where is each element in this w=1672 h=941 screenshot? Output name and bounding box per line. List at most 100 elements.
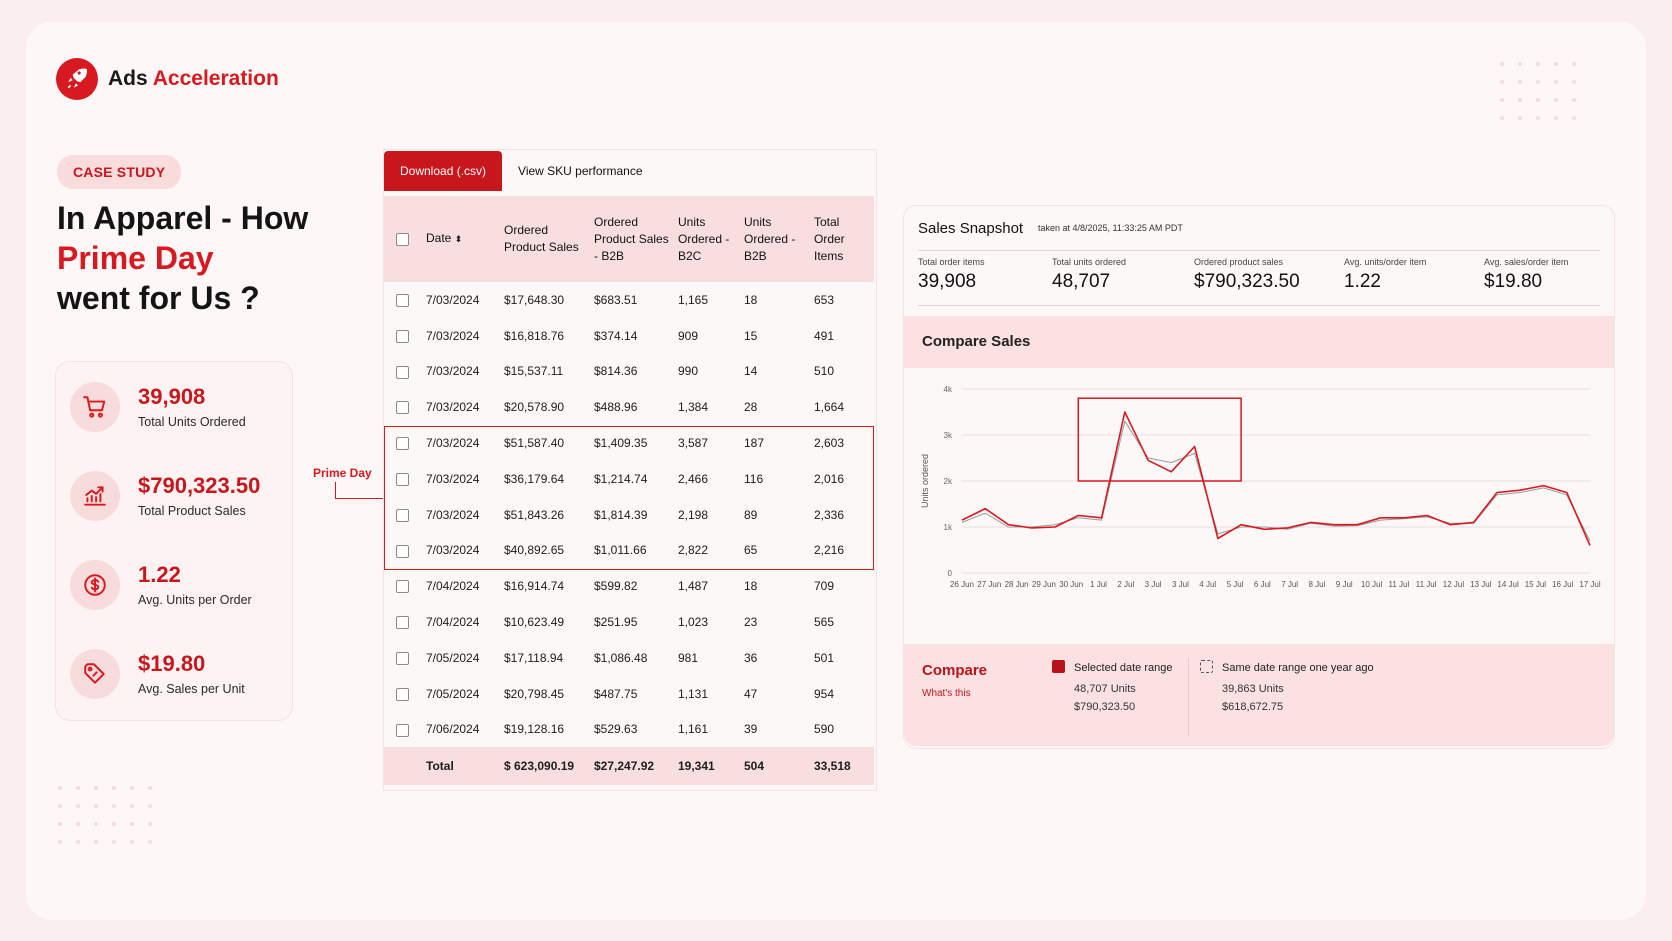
dollar-coin-icon bbox=[70, 560, 120, 610]
snapshot-metrics: Total order items 39,908 Total units orde… bbox=[918, 250, 1600, 306]
table-cell: 1,165 bbox=[678, 292, 709, 307]
x-tick-label: 15 Jul bbox=[1525, 580, 1547, 589]
table-cell: $1,214.74 bbox=[594, 471, 648, 486]
units-ordered-line-chart: 0 1k 2k 3k 4k Units ordered 26 Jun 27 Jun 28 Jun… bbox=[920, 385, 1601, 589]
total-cell: 504 bbox=[744, 759, 765, 774]
compare-legend-panel: Compare What's this Selected date range … bbox=[904, 644, 1614, 746]
prime-day-label: Prime Day bbox=[313, 466, 372, 480]
table-row[interactable]: 7/05/2024 $17,118.94 $1,086.48 981 36 501 bbox=[384, 640, 874, 676]
row-checkbox[interactable] bbox=[396, 294, 409, 308]
table-cell: 2,822 bbox=[678, 543, 709, 558]
table-row[interactable]: 7/05/2024 $20,798.45 $487.75 1,131 47 954 bbox=[384, 676, 874, 712]
x-tick-label: 3 Jul bbox=[1172, 580, 1189, 589]
table-cell: 7/05/2024 bbox=[426, 686, 480, 701]
table-row[interactable]: 7/04/2024 $16,914.74 $599.82 1,487 18 709 bbox=[384, 568, 874, 604]
prime-day-connector bbox=[335, 482, 385, 499]
y-tick-label: 1k bbox=[944, 523, 953, 532]
stat-label: Avg. Sales per Unit bbox=[138, 682, 245, 696]
row-checkbox[interactable] bbox=[396, 329, 409, 343]
x-tick-label: 3 Jul bbox=[1145, 580, 1162, 589]
series-line-selected bbox=[961, 411, 1591, 546]
download-csv-button[interactable]: Download (.csv) bbox=[384, 151, 503, 191]
row-checkbox[interactable] bbox=[396, 365, 409, 379]
x-tick-label: 11 Jul bbox=[1388, 580, 1409, 589]
table-cell: 2,216 bbox=[814, 543, 845, 558]
table-cell: 7/03/2024 bbox=[426, 364, 480, 379]
table-cell: 18 bbox=[744, 292, 758, 307]
stat-label: Total Product Sales bbox=[138, 504, 246, 518]
compare-title: Compare bbox=[922, 662, 988, 679]
row-checkbox[interactable] bbox=[396, 508, 409, 522]
x-tick-label: 2 Jul bbox=[1117, 580, 1134, 589]
select-all-checkbox[interactable] bbox=[396, 232, 409, 246]
table-cell: 491 bbox=[814, 328, 835, 343]
table-row[interactable]: 7/03/2024 $20,578.90 $488.96 1,384 28 1,664 bbox=[384, 389, 874, 425]
table-row[interactable]: 7/06/2024 $19,128.16 $529.63 1,161 39 590 bbox=[384, 712, 874, 748]
table-cell: $19,128.16 bbox=[504, 722, 565, 737]
table-cell: $1,814.39 bbox=[594, 507, 648, 522]
table-cell: $1,409.35 bbox=[594, 436, 648, 451]
sort-icon[interactable]: ⬍ bbox=[454, 234, 463, 244]
row-checkbox[interactable] bbox=[396, 723, 409, 737]
table-cell: 2,016 bbox=[814, 471, 845, 486]
table-row[interactable]: 7/03/2024 $51,843.26 $1,814.39 2,198 89 2,336 bbox=[384, 497, 874, 533]
table-cell: 2,336 bbox=[814, 507, 845, 522]
table-cell: 3,587 bbox=[678, 436, 709, 451]
compare-sales-header: Compare Sales bbox=[904, 316, 1614, 368]
decorative-dots-top bbox=[1500, 62, 1576, 120]
row-checkbox[interactable] bbox=[396, 580, 409, 594]
row-checkbox[interactable] bbox=[396, 687, 409, 701]
table-cell: 1,131 bbox=[678, 686, 709, 701]
row-checkbox[interactable] bbox=[396, 437, 409, 451]
metric-total-units-ordered: Total units ordered 48,707 bbox=[1052, 257, 1127, 292]
table-cell: $16,818.76 bbox=[504, 328, 565, 343]
legend-divider bbox=[1188, 658, 1189, 736]
table-tabs: Download (.csv) View SKU performance bbox=[384, 150, 659, 192]
legend-prior-year-range[interactable]: Same date range one year ago bbox=[1200, 660, 1374, 674]
orders-table: Date ⬍ Ordered Product Sales Ordered Pro… bbox=[384, 196, 874, 786]
table-row[interactable]: 7/03/2024 $16,818.76 $374.14 909 15 491 bbox=[384, 318, 874, 354]
table-row[interactable]: 7/03/2024 $51,587.40 $1,409.35 3,587 187 2,60… bbox=[384, 425, 874, 461]
table-cell: 23 bbox=[744, 615, 758, 630]
view-sku-performance-tab[interactable]: View SKU performance bbox=[518, 164, 643, 178]
selected-range-values: 48,707 Units $790,323.50 bbox=[1074, 683, 1136, 713]
table-row[interactable]: 7/03/2024 $36,179.64 $1,214.74 2,466 116 2,01… bbox=[384, 461, 874, 497]
row-checkbox[interactable] bbox=[396, 544, 409, 558]
table-cell: 1,384 bbox=[678, 400, 709, 415]
x-tick-label: 6 Jul bbox=[1254, 580, 1271, 589]
x-tick-label: 8 Jul bbox=[1309, 580, 1326, 589]
table-cell: 7/03/2024 bbox=[426, 543, 480, 558]
column-header-sales: Ordered Product Sales bbox=[504, 223, 579, 254]
y-tick-label: 3k bbox=[944, 431, 953, 440]
x-tick-label: 12 Jul bbox=[1443, 580, 1465, 589]
whats-this-link[interactable]: What's this bbox=[922, 688, 971, 699]
column-header-date[interactable]: Date ⬍ bbox=[426, 231, 463, 245]
table-cell: 653 bbox=[814, 292, 835, 307]
table-cell: $529.63 bbox=[594, 722, 638, 737]
x-tick-label: 29 Jun bbox=[1032, 580, 1056, 589]
table-row[interactable]: 7/03/2024 $15,537.11 $814.36 990 14 510 bbox=[384, 354, 874, 390]
metric-total-order-items: Total order items 39,908 bbox=[918, 257, 985, 292]
y-tick-label: 2k bbox=[944, 477, 953, 486]
column-header-order-items: Total Order Items bbox=[814, 214, 845, 263]
headline-line-2: Prime Day bbox=[57, 240, 214, 276]
table-row[interactable]: 7/04/2024 $10,623.49 $251.95 1,023 23 565 bbox=[384, 604, 874, 640]
legend-selected-range[interactable]: Selected date range bbox=[1052, 660, 1172, 674]
table-row[interactable]: 7/03/2024 $17,648.30 $683.51 1,165 18 653 bbox=[384, 282, 874, 318]
row-checkbox[interactable] bbox=[396, 616, 409, 630]
column-header-units-b2b: Units Ordered - B2B bbox=[744, 214, 796, 263]
table-cell: $487.75 bbox=[594, 686, 638, 701]
table-cell: 7/03/2024 bbox=[426, 328, 480, 343]
table-cell: $17,118.94 bbox=[504, 650, 564, 665]
stat-value: 39,908 bbox=[138, 384, 206, 409]
table-cell: 510 bbox=[814, 364, 835, 379]
stats-card: 39,908 Total Units Ordered $790,323.50 T… bbox=[56, 362, 292, 720]
row-checkbox[interactable] bbox=[396, 652, 409, 666]
table-total-row: Total $ 623,090.19 $27,247.92 19,341 504… bbox=[384, 747, 874, 786]
row-checkbox[interactable] bbox=[396, 401, 409, 415]
row-checkbox[interactable] bbox=[396, 473, 409, 487]
table-cell: 7/03/2024 bbox=[426, 471, 480, 486]
column-header-sales-b2b: Ordered Product Sales - B2B bbox=[594, 214, 669, 263]
sales-snapshot-panel: Sales Snapshot taken at 4/8/2025, 11:33:… bbox=[904, 206, 1614, 748]
table-row[interactable]: 7/03/2024 $40,892.65 $1,011.66 2,822 65 2,216 bbox=[384, 533, 874, 569]
